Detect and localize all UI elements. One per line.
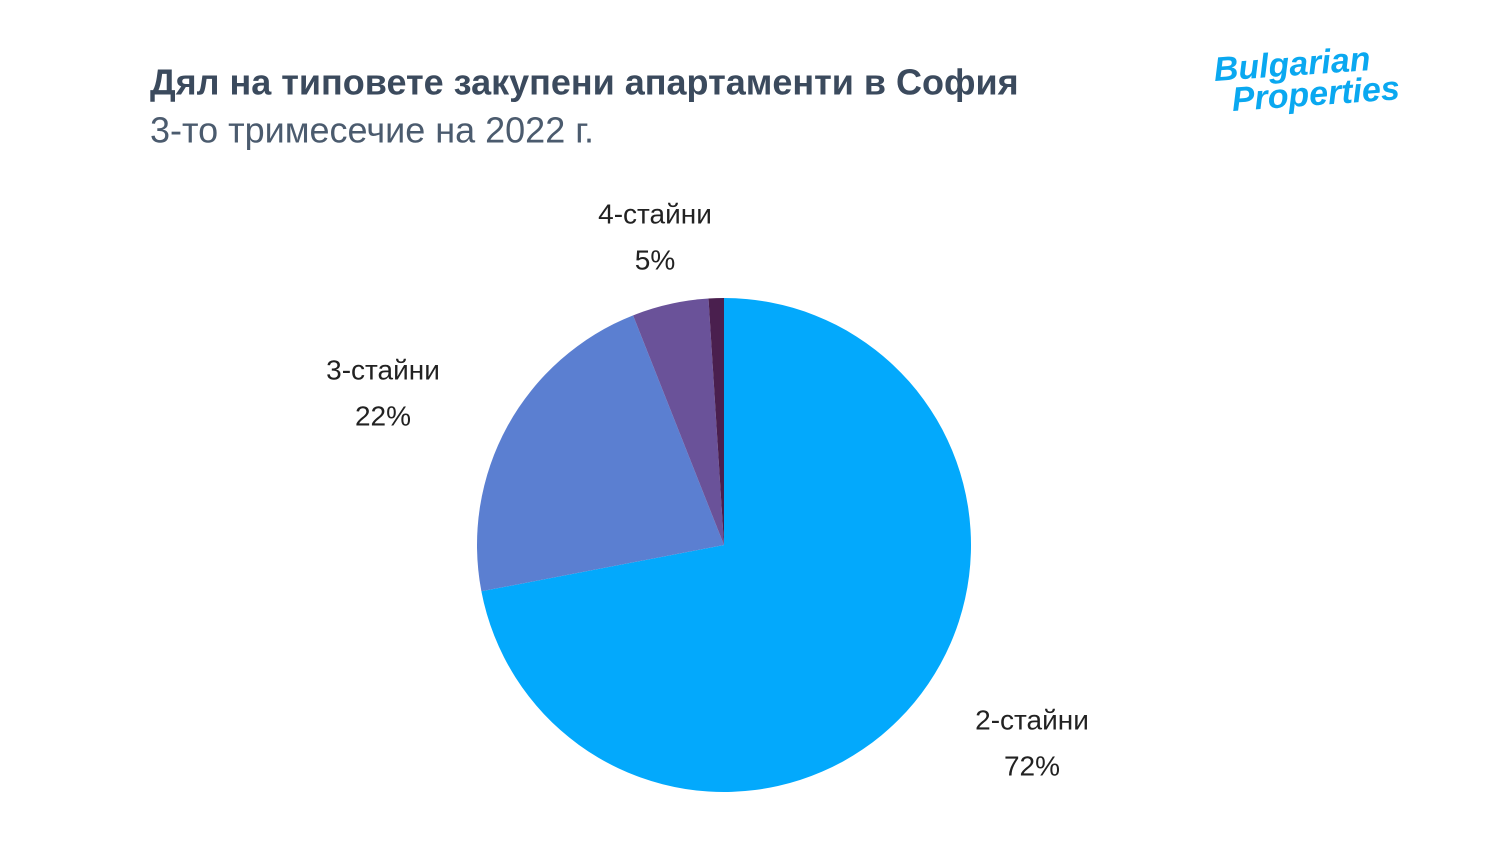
chart-subtitle: 3-то тримесечие на 2022 г. (150, 110, 594, 151)
pie-slice (477, 315, 724, 592)
slice-label: 2-стайни (975, 704, 1089, 735)
chart-title: Дял на типовете закупени апартаменти в С… (150, 62, 1019, 103)
value-label: 5% (635, 244, 675, 275)
pie-slice (633, 298, 724, 545)
slice-label: 4-стайни (598, 198, 712, 229)
slice-label: 3-стайни (326, 354, 440, 385)
pie-slice (481, 298, 972, 792)
value-label: 72% (1004, 750, 1060, 781)
value-label: 22% (355, 400, 411, 431)
pie-slice (708, 298, 724, 545)
